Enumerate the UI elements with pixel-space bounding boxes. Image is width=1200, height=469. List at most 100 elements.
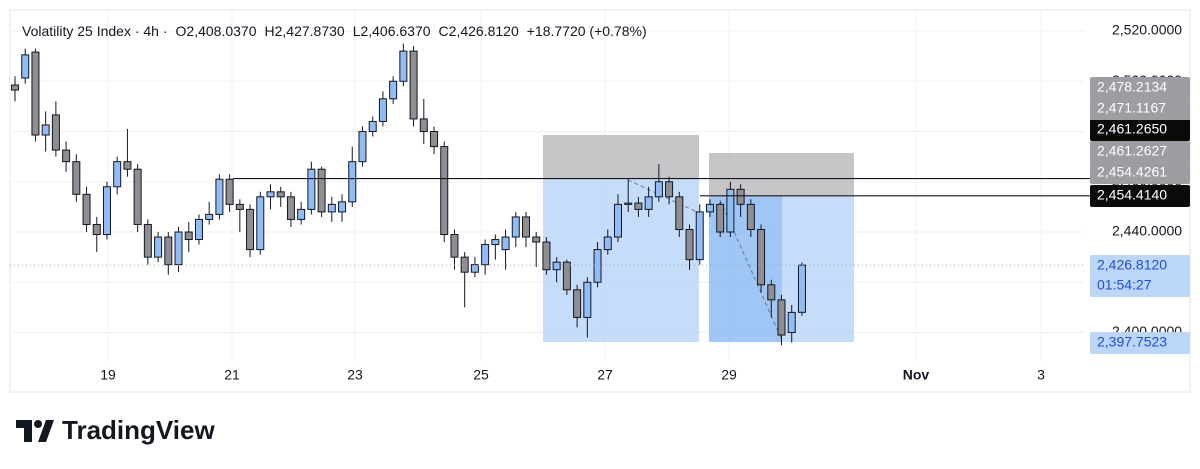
x-tick-label: 27 bbox=[597, 367, 613, 383]
x-tick-label: 21 bbox=[224, 367, 240, 383]
price-label-box bbox=[1090, 141, 1190, 163]
candle-body bbox=[225, 178, 234, 205]
candle-body bbox=[62, 149, 71, 163]
candle-body bbox=[307, 168, 316, 210]
candle-body bbox=[11, 84, 19, 91]
candle-body bbox=[542, 241, 551, 271]
candle-body bbox=[634, 202, 643, 210]
candle-body bbox=[736, 188, 745, 205]
candle-body bbox=[41, 124, 50, 136]
candle-body bbox=[256, 196, 265, 251]
candle-body bbox=[665, 181, 674, 198]
candle-body bbox=[532, 236, 541, 243]
candle-body bbox=[430, 131, 439, 148]
candle-body bbox=[593, 249, 602, 283]
symbol: Volatility 25 Index · 4h · bbox=[22, 23, 168, 39]
candle-body bbox=[368, 120, 377, 133]
candle-body bbox=[746, 203, 755, 230]
candle-body bbox=[102, 186, 111, 236]
ohlc-high: H2,427.8730 bbox=[264, 23, 345, 39]
candle-body bbox=[624, 202, 633, 205]
y-tick-label: 2,520.0000 bbox=[1112, 22, 1182, 38]
candle-body bbox=[378, 98, 387, 122]
candle-body bbox=[470, 264, 479, 273]
candle-body bbox=[522, 216, 530, 238]
candle-body bbox=[613, 203, 622, 238]
candle-body bbox=[716, 203, 725, 233]
candle-body bbox=[399, 50, 408, 82]
candle-body bbox=[460, 256, 469, 273]
candle-body bbox=[348, 161, 357, 203]
candle-body bbox=[164, 236, 173, 266]
x-tick-label: 23 bbox=[347, 367, 363, 383]
candle-body bbox=[481, 244, 490, 266]
candle-body bbox=[440, 146, 449, 236]
candle-body bbox=[154, 236, 163, 258]
candle-body bbox=[31, 51, 40, 136]
candle-body bbox=[675, 196, 684, 230]
price-label: 2,471.1167 bbox=[1097, 100, 1166, 116]
candle-body bbox=[797, 264, 806, 313]
candle-body bbox=[787, 311, 796, 334]
legend-header: Volatility 25 Index · 4h · O2,408.0370 H2,… bbox=[22, 23, 655, 39]
ohlc-change: +18.7720 (+0.78%) bbox=[526, 23, 647, 39]
level-label-box bbox=[1090, 185, 1190, 207]
drawing-box bbox=[543, 135, 699, 179]
candle-body bbox=[297, 208, 306, 220]
level-label-box bbox=[1090, 119, 1190, 141]
candle-body bbox=[705, 203, 714, 213]
candle-body bbox=[562, 261, 571, 291]
price-label-countdown: 01:54:27 bbox=[1097, 277, 1152, 293]
level-label: 2,461.2650 bbox=[1097, 121, 1167, 137]
candle-body bbox=[266, 191, 275, 198]
candle-body bbox=[685, 228, 694, 261]
candle-body bbox=[143, 223, 152, 258]
price-label-box bbox=[1090, 332, 1190, 354]
candle-body bbox=[92, 223, 101, 236]
candle-body bbox=[82, 193, 91, 225]
candle-body bbox=[511, 216, 520, 238]
brand: TradingView bbox=[62, 415, 215, 445]
price-label: 2,461.2627 bbox=[1097, 143, 1167, 159]
candle-body bbox=[133, 168, 142, 225]
candle-body bbox=[583, 281, 592, 318]
candle-body bbox=[389, 80, 398, 100]
price-label-box bbox=[1090, 255, 1190, 297]
x-tick-label: 25 bbox=[473, 367, 489, 383]
candle-body bbox=[654, 181, 663, 198]
price-label: 2,426.8120 bbox=[1097, 257, 1167, 273]
price-label: 2,454.4261 bbox=[1097, 164, 1167, 180]
candle-body bbox=[644, 196, 653, 210]
candle-body bbox=[51, 114, 60, 151]
candle-body bbox=[450, 234, 459, 258]
candle-body bbox=[757, 228, 766, 286]
candle-body bbox=[21, 54, 30, 79]
candle-body bbox=[419, 118, 428, 133]
x-tick-label: Nov bbox=[903, 367, 930, 383]
candle-body bbox=[491, 239, 500, 246]
candle-body bbox=[174, 231, 183, 266]
candle-body bbox=[194, 218, 203, 241]
candle-body bbox=[246, 208, 255, 251]
candle-body bbox=[72, 161, 81, 195]
x-tick-label: 19 bbox=[100, 367, 116, 383]
x-tick-label: 3 bbox=[1037, 367, 1045, 383]
candle-body bbox=[767, 284, 776, 301]
candle-body bbox=[235, 203, 244, 210]
price-label: 2,397.7523 bbox=[1097, 334, 1167, 350]
candle-body bbox=[573, 289, 582, 318]
candle-body bbox=[338, 201, 347, 213]
price-label: 2,478.2134 bbox=[1097, 79, 1167, 95]
candle-body bbox=[409, 50, 418, 120]
candle-body bbox=[184, 231, 193, 241]
ohlc-close: C2,426.8120 bbox=[438, 23, 519, 39]
candle-body bbox=[695, 211, 704, 261]
ohlc-low: L2,406.6370 bbox=[352, 23, 431, 39]
candle-body bbox=[205, 213, 214, 220]
logo bbox=[16, 420, 54, 442]
ohlc-open: O2,408.0370 bbox=[175, 23, 257, 39]
candle-body bbox=[603, 236, 612, 251]
price-label-box bbox=[1090, 77, 1190, 99]
